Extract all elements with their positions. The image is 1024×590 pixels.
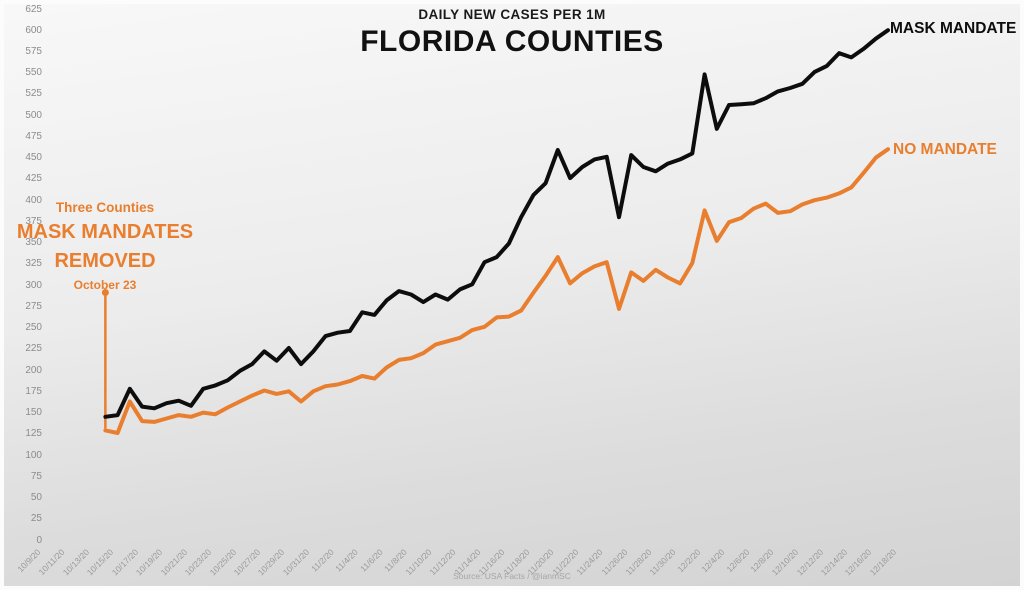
y-tick-label: 325: [25, 258, 42, 270]
y-tick-label: 525: [25, 88, 42, 100]
y-tick-label: 500: [25, 109, 42, 121]
y-tick-label: 475: [25, 130, 42, 142]
y-tick-label: 125: [25, 428, 42, 440]
y-tick-label: 150: [25, 407, 42, 419]
mask-mandate-line: [103, 28, 890, 419]
y-tick-label: 175: [25, 385, 42, 397]
y-tick-label: 350: [25, 237, 42, 249]
y-tick-label: 0: [36, 534, 42, 546]
y-tick-label: 250: [25, 322, 42, 334]
chart-title: FLORIDA COUNTIES: [360, 25, 664, 58]
y-tick-label: 200: [25, 364, 42, 376]
annotation-pointer-dot: [101, 289, 109, 296]
y-tick-label: 400: [25, 194, 42, 206]
annotation-line-2: MASK MANDATES: [16, 221, 194, 243]
y-tick-label: 550: [25, 67, 42, 79]
source-credit: Source: USA Facts / @ianmSC: [453, 571, 571, 581]
y-tick-label: 425: [25, 173, 42, 185]
y-tick-label: 50: [30, 492, 42, 504]
y-tick-label: 600: [25, 24, 42, 36]
y-tick-label: 225: [25, 343, 42, 355]
annotation-line-3: REMOVED: [54, 250, 156, 272]
annotation-line-1: Three Counties: [55, 200, 155, 215]
y-tick-label: 625: [25, 3, 42, 15]
y-tick-label: 375: [25, 215, 42, 227]
series-label-no-mandate: NO MANDATE: [893, 141, 997, 158]
y-tick-label: 275: [25, 300, 42, 312]
y-tick-label: 25: [30, 513, 42, 525]
y-tick-label: 450: [25, 152, 42, 164]
chart-subtitle: DAILY NEW CASES PER 1M: [418, 7, 606, 22]
y-tick-label: 100: [25, 449, 42, 461]
no-mandate-line: [103, 147, 890, 435]
annotation-callout: Three Counties MASK MANDATES REMOVED Oct…: [2, 200, 208, 292]
y-tick-label: 300: [25, 279, 42, 291]
annotation-line-4: October 23: [73, 278, 137, 292]
y-tick-label: 575: [25, 45, 42, 57]
y-tick-label: 75: [30, 470, 42, 482]
series-label-mask-mandate: MASK MANDATE: [890, 20, 1017, 37]
